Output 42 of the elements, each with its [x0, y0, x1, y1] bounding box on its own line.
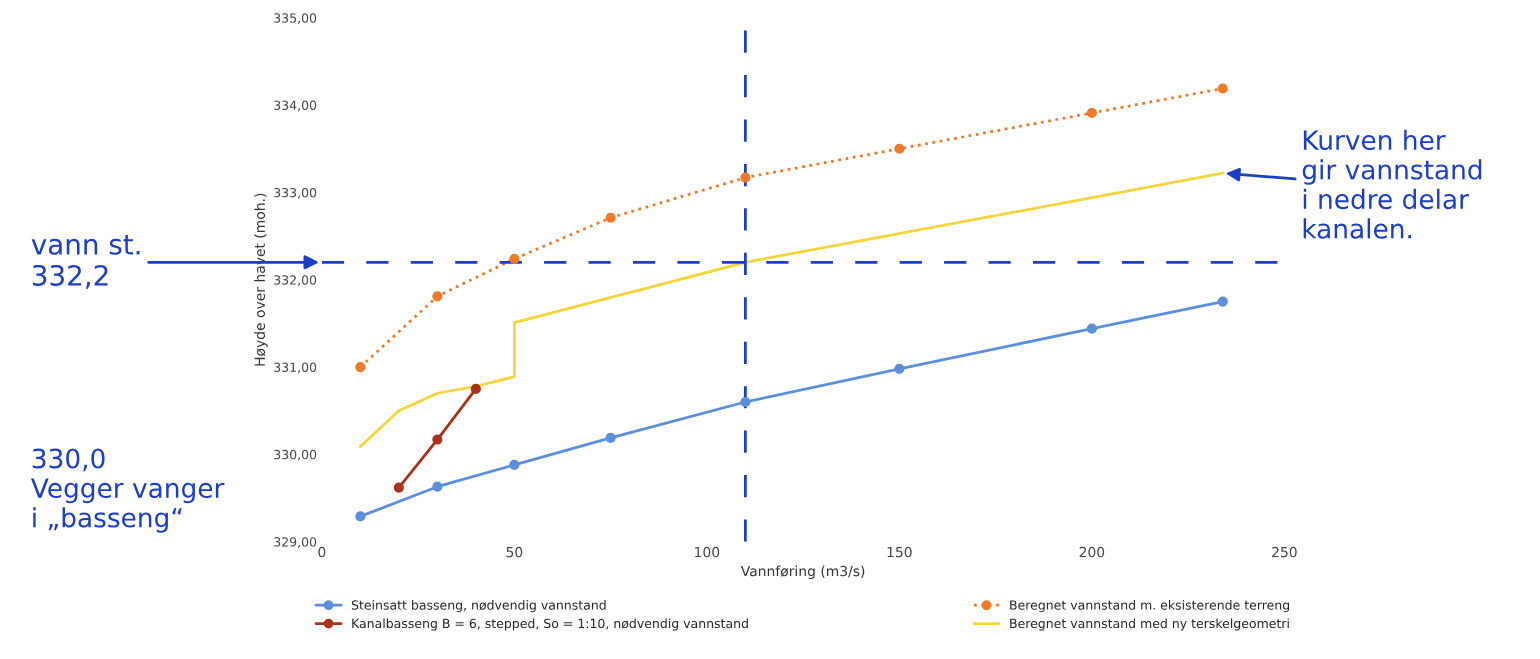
point	[509, 253, 520, 264]
point	[1217, 296, 1228, 307]
point	[605, 212, 616, 223]
text: 330,0 Vegger vanger i „basseng“	[31, 448, 225, 533]
point	[894, 363, 905, 374]
point	[894, 143, 905, 154]
y-tick-label: 329,00	[274, 537, 317, 548]
point	[1086, 107, 1097, 119]
point	[393, 482, 404, 493]
x-tick-label: 0	[318, 546, 326, 558]
y-tick-label: 333,00	[274, 187, 317, 199]
point	[432, 481, 443, 492]
annotation: Kurven her gir vannstand i nedre delar kanalen.	[1302, 129, 1482, 239]
x-axis-title: Vannføring (m3/s)	[740, 565, 865, 579]
x-tick-label: 200	[1079, 546, 1105, 558]
point	[1086, 323, 1097, 334]
legend-label: Beregnet vannstand med ny terskelgeometri	[1010, 618, 1289, 631]
y-tick-label: 332,00	[274, 275, 317, 286]
point	[432, 291, 443, 302]
y-tick-label: 330,00	[274, 449, 317, 461]
legend-label: Kanalbasseng B = 6, stepped, So = 1:10, nødvendig vannstand	[352, 618, 748, 631]
legend-label: Beregnet vannstand m. eksisterende terreng	[1010, 600, 1290, 613]
point	[740, 396, 751, 408]
y-axis-title: Høyde over havet (moh.)	[254, 193, 268, 366]
y-tick-label: 331,00	[274, 362, 317, 374]
x-tick-label: 250	[1272, 546, 1297, 558]
point	[470, 383, 481, 394]
x-tick-label: 150	[887, 546, 912, 558]
ref-line-label: vann st. 332,2	[31, 234, 140, 289]
point	[355, 361, 366, 373]
legend-label: Steinsatt basseng, nødvendig vannstand	[351, 600, 606, 613]
x-tick-label: 50	[506, 546, 523, 558]
point	[605, 432, 616, 443]
y-tick-label: 335,00	[274, 13, 317, 24]
y-tick-label: 334,00	[274, 100, 317, 112]
point	[1217, 83, 1228, 94]
point	[509, 459, 520, 470]
line-series	[358, 171, 1225, 448]
x-tick-label: 100	[695, 546, 720, 558]
point	[740, 172, 751, 183]
point	[432, 434, 443, 445]
point	[355, 511, 366, 522]
